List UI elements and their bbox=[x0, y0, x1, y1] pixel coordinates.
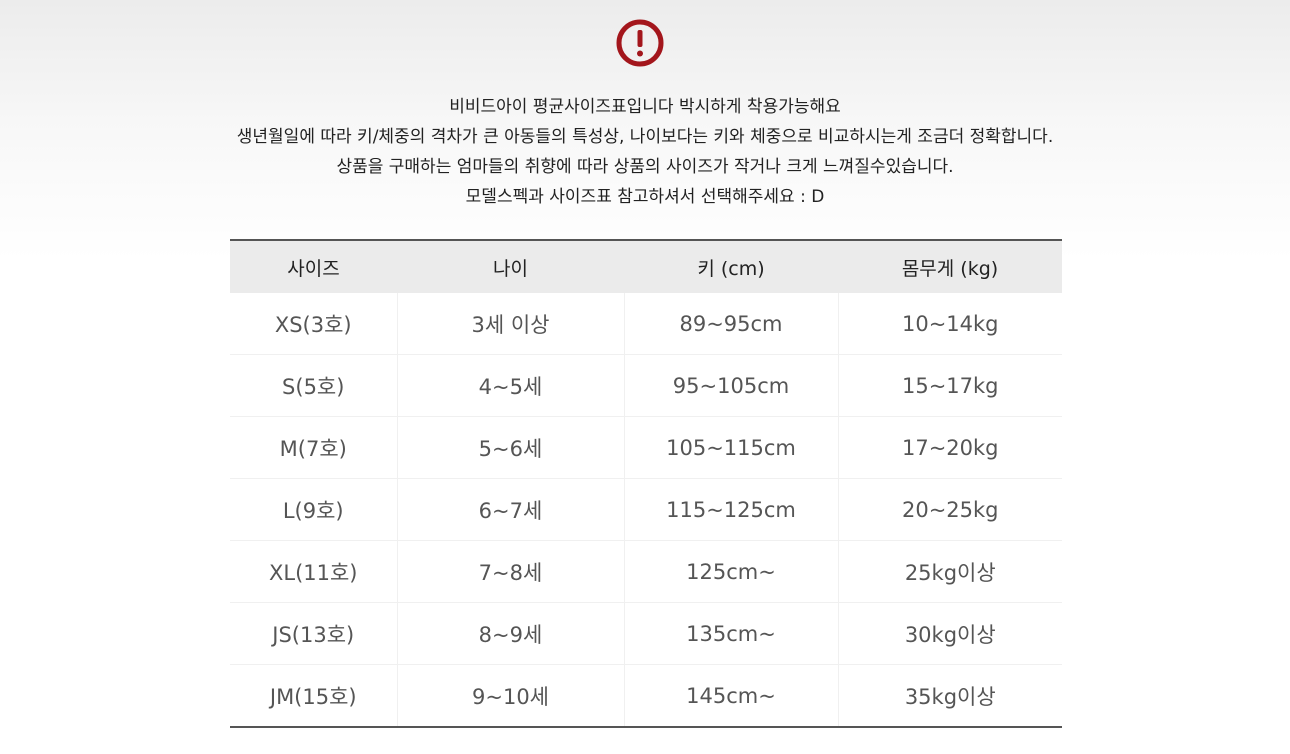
note-line: 상품을 구매하는 엄마들의 취향에 따라 상품의 사이즈가 작거나 크게 느껴질… bbox=[336, 157, 954, 177]
cell-height: 115~125cm bbox=[623, 478, 838, 541]
note-line: 생년월일에 따라 키/체중의 격차가 큰 아동들의 특성상, 나이보다는 키와 … bbox=[236, 127, 1054, 147]
cell-size: JM(15호) bbox=[269, 684, 357, 709]
note-line: 비비드아이 평균사이즈표입니다 박시하게 착용가능해요 bbox=[449, 97, 841, 117]
size-notes: 비비드아이 평균사이즈표입니다 박시하게 착용가능해요 생년월일에 따라 키/체… bbox=[0, 92, 1290, 212]
cell-size: JS(13호) bbox=[230, 602, 397, 665]
cell-weight: 30kg이상 bbox=[837, 602, 1062, 665]
cell-age: 3세 이상 bbox=[396, 293, 624, 355]
header-age: 나이 bbox=[397, 240, 624, 293]
cell-height: 125cm~ bbox=[623, 540, 838, 603]
header-weight: 몸무게 (kg) bbox=[838, 240, 1062, 293]
cell-height: 95~105cm bbox=[623, 354, 838, 417]
cell-age: 8~9세 bbox=[396, 602, 624, 665]
cell-age: 4~5세 bbox=[396, 354, 624, 417]
cell-height: 105~115cm bbox=[623, 416, 838, 479]
table-row: JS(13호) 8~9세 135cm~ 30kg이상 bbox=[230, 602, 1062, 665]
cell-weight: 25kg이상 bbox=[837, 540, 1062, 603]
cell-age: 7~8세 bbox=[396, 540, 624, 603]
table-row: M(7호) 5~6세 105~115cm 17~20kg bbox=[230, 416, 1062, 479]
table-row: L(9호) 6~7세 115~125cm 20~25kg bbox=[230, 478, 1062, 541]
exclamation-circle-icon bbox=[616, 19, 664, 67]
table-row: JM(15호) 9~10세 145cm~ 35kg이상 bbox=[230, 664, 1062, 727]
cell-size: L(9호) bbox=[230, 478, 397, 541]
header-height: 키 (cm) bbox=[624, 240, 838, 293]
cell-size: M(7호) bbox=[230, 416, 397, 479]
cell-weight: 20~25kg bbox=[837, 478, 1062, 541]
table-row: S(5호) 4~5세 95~105cm 15~17kg bbox=[230, 354, 1062, 417]
cell-weight: 15~17kg bbox=[837, 354, 1062, 417]
cell-age: 5~6세 bbox=[396, 416, 624, 479]
cell-weight: 35kg이상 bbox=[837, 664, 1062, 727]
table-header-row: 사이즈 나이 키 (cm) 몸무게 (kg) bbox=[230, 240, 1062, 293]
header-size: 사이즈 bbox=[230, 240, 397, 293]
cell-age: 9~10세 bbox=[396, 664, 624, 727]
size-table: 사이즈 나이 키 (cm) 몸무게 (kg) XS(3호) 3세 이상 89~95c… bbox=[230, 239, 1062, 728]
table-row: XS(3호) 3세 이상 89~95cm 10~14kg bbox=[230, 293, 1062, 355]
cell-weight: 10~14kg bbox=[837, 293, 1062, 355]
table-row: XL(11호) 7~8세 125cm~ 25kg이상 bbox=[230, 540, 1062, 603]
cell-size: XL(11호) bbox=[230, 540, 397, 603]
cell-height: 135cm~ bbox=[623, 602, 838, 665]
note-line: 모델스펙과 사이즈표 참고하셔서 선택해주세요 : D bbox=[465, 187, 825, 207]
cell-age: 6~7세 bbox=[396, 478, 624, 541]
cell-size: S(5호) bbox=[230, 354, 397, 417]
cell-height: 89~95cm bbox=[623, 293, 838, 355]
cell-weight: 17~20kg bbox=[837, 416, 1062, 479]
cell-size: XS(3호) bbox=[230, 293, 397, 355]
cell-height: 145cm~ bbox=[623, 664, 838, 727]
